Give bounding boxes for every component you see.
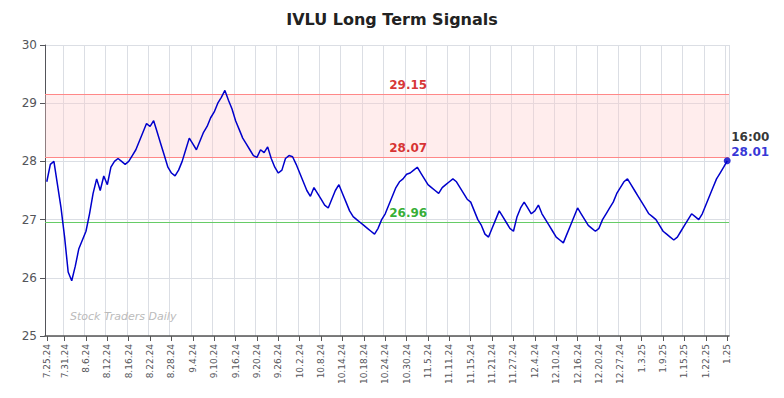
svg-text:8.12.24: 8.12.24 — [102, 344, 112, 379]
svg-text:29: 29 — [22, 96, 37, 110]
svg-text:9.4.24: 9.4.24 — [188, 344, 198, 373]
svg-text:28.01: 28.01 — [731, 145, 769, 159]
svg-text:8.6.24: 8.6.24 — [81, 344, 91, 373]
svg-text:1.15.25: 1.15.25 — [679, 344, 689, 378]
svg-text:7.31.24: 7.31.24 — [60, 344, 70, 379]
svg-text:7.25.24: 7.25.24 — [42, 344, 52, 379]
svg-text:10.8.24: 10.8.24 — [316, 344, 326, 379]
svg-text:12.16.24: 12.16.24 — [573, 344, 583, 384]
svg-text:11.27.24: 11.27.24 — [508, 344, 518, 384]
svg-text:9.26.24: 9.26.24 — [273, 344, 283, 379]
svg-text:11.5.24: 11.5.24 — [423, 344, 433, 379]
svg-text:8.28.24: 8.28.24 — [166, 344, 176, 379]
svg-text:9.10.24: 9.10.24 — [209, 344, 219, 379]
svg-text:1.9.25: 1.9.25 — [658, 344, 668, 373]
svg-text:8.16.24: 8.16.24 — [124, 344, 134, 379]
svg-text:1.3.25: 1.3.25 — [637, 344, 647, 373]
svg-text:10.30.24: 10.30.24 — [402, 344, 412, 384]
svg-text:26: 26 — [22, 271, 37, 285]
svg-text:12.10.24: 12.10.24 — [551, 344, 561, 384]
svg-text:12.27.24: 12.27.24 — [615, 344, 625, 384]
svg-text:10.18.24: 10.18.24 — [359, 344, 369, 384]
svg-text:12.20.24: 12.20.24 — [594, 344, 604, 384]
svg-text:IVLU Long Term Signals: IVLU Long Term Signals — [286, 10, 498, 29]
svg-text:28.07: 28.07 — [389, 141, 427, 155]
svg-text:12.4.24: 12.4.24 — [530, 344, 540, 379]
svg-text:9.16.24: 9.16.24 — [231, 344, 241, 379]
svg-text:10.24.24: 10.24.24 — [380, 344, 390, 384]
svg-text:30: 30 — [22, 38, 37, 52]
svg-text:8.22.24: 8.22.24 — [145, 344, 155, 379]
svg-text:10.2.24: 10.2.24 — [295, 344, 305, 379]
svg-text:26.96: 26.96 — [389, 206, 427, 220]
svg-text:11.21.24: 11.21.24 — [487, 344, 497, 384]
svg-text:9.20.24: 9.20.24 — [252, 344, 262, 379]
svg-text:11.11.24: 11.11.24 — [444, 344, 454, 384]
svg-text:1.22.25: 1.22.25 — [701, 344, 711, 378]
svg-text:25: 25 — [22, 329, 37, 343]
svg-text:27: 27 — [22, 213, 37, 227]
svg-text:Stock Traders Daily: Stock Traders Daily — [70, 310, 177, 323]
svg-text:28: 28 — [22, 154, 37, 168]
svg-text:1.25: 1.25 — [722, 344, 732, 364]
svg-text:10.14.24: 10.14.24 — [337, 344, 347, 384]
svg-text:16:00: 16:00 — [731, 130, 769, 144]
svg-text:11.15.24: 11.15.24 — [466, 344, 476, 384]
svg-text:29.15: 29.15 — [389, 78, 427, 92]
